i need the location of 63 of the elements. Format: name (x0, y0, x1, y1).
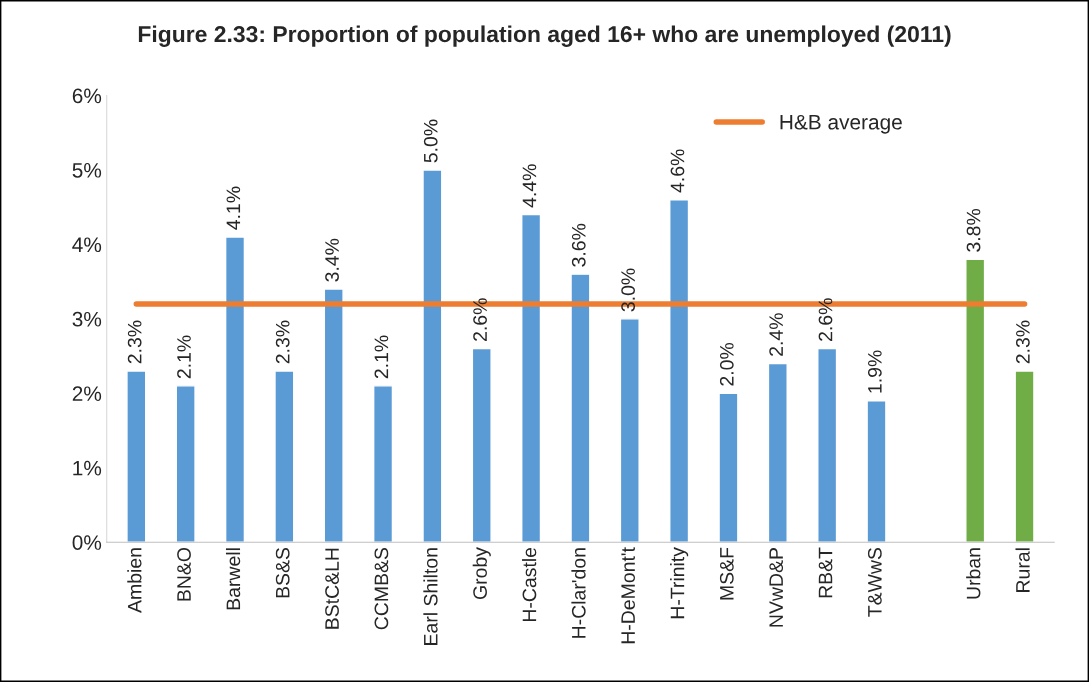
data-label: 2.3% (275, 320, 290, 364)
data-label: 2.4% (769, 313, 783, 356)
chart-title: Figure 2.33: Proportion of population aged 16+ who are unemployed (2011) (138, 25, 951, 47)
x-tick-label: CCMB&S (374, 547, 389, 630)
x-tick-label: Earl Shilton (423, 548, 438, 645)
y-tick-label: 0% (72, 535, 102, 550)
data-label: 3.8% (966, 208, 981, 252)
bar (323, 288, 344, 543)
bar (521, 213, 542, 543)
bar (817, 347, 838, 543)
data-label: 4.1% (226, 186, 241, 230)
bar (274, 370, 295, 543)
x-tick-label: H-Clar'don (571, 548, 586, 638)
x-tick-label: Ambien (127, 548, 142, 613)
x-tick-label: Barwell (225, 548, 241, 610)
data-label: 2.1% (374, 335, 389, 379)
x-tick-label: H-Castle (522, 547, 537, 622)
x-tick-label: MS&F (719, 547, 734, 600)
y-tick-label: 6% (72, 88, 102, 104)
data-label: 3.0% (621, 268, 635, 312)
y-tick-label: 5% (72, 163, 102, 178)
y-tick-label: 1% (73, 460, 102, 476)
x-tick-label: BN&O (177, 547, 191, 601)
x-tick-label: Rural (1015, 548, 1030, 592)
data-label: 2.3% (127, 320, 142, 364)
bar (965, 258, 986, 543)
x-tick-label: H-DeMont't (621, 547, 635, 644)
x-tick-label: BS&S (275, 547, 290, 598)
bar (372, 385, 394, 543)
bar (1014, 370, 1035, 543)
bar (767, 362, 788, 543)
bar (422, 169, 443, 543)
bar (866, 400, 887, 543)
data-label: 2.1% (177, 335, 191, 379)
data-label: 2.6% (818, 298, 833, 341)
data-label: 2.6% (473, 298, 487, 341)
data-label: 3.4% (325, 238, 339, 282)
bar (570, 273, 591, 543)
data-label: 5.0% (423, 119, 438, 163)
bar (718, 392, 739, 543)
x-tick-label: RB&T (818, 547, 833, 598)
bar (175, 385, 196, 543)
bar (224, 236, 246, 543)
legend-label: H&B average (780, 114, 902, 134)
data-label: 4.6% (670, 149, 685, 193)
x-tick-label: H-Trinity (670, 547, 689, 619)
x-tick-label: Groby (472, 547, 491, 600)
bar (126, 370, 147, 543)
data-label: 4.4% (522, 164, 537, 208)
data-label: 1.9% (867, 350, 882, 393)
data-label: 2.0% (719, 342, 734, 386)
bar (471, 347, 492, 543)
y-tick-label: 4% (72, 237, 102, 253)
x-tick-label: Urban (966, 548, 981, 599)
x-tick-label: T&WwS (867, 547, 882, 617)
bar (669, 199, 690, 543)
bar (619, 318, 640, 543)
data-label: 2.3% (1016, 320, 1030, 364)
x-tick-label: NVwD&P (769, 548, 784, 627)
data-label: 3.6% (571, 223, 586, 267)
x-tick-label: BStC&LH (325, 548, 339, 629)
y-tick-label: 2% (72, 386, 102, 401)
y-tick-label: 3% (72, 311, 102, 327)
